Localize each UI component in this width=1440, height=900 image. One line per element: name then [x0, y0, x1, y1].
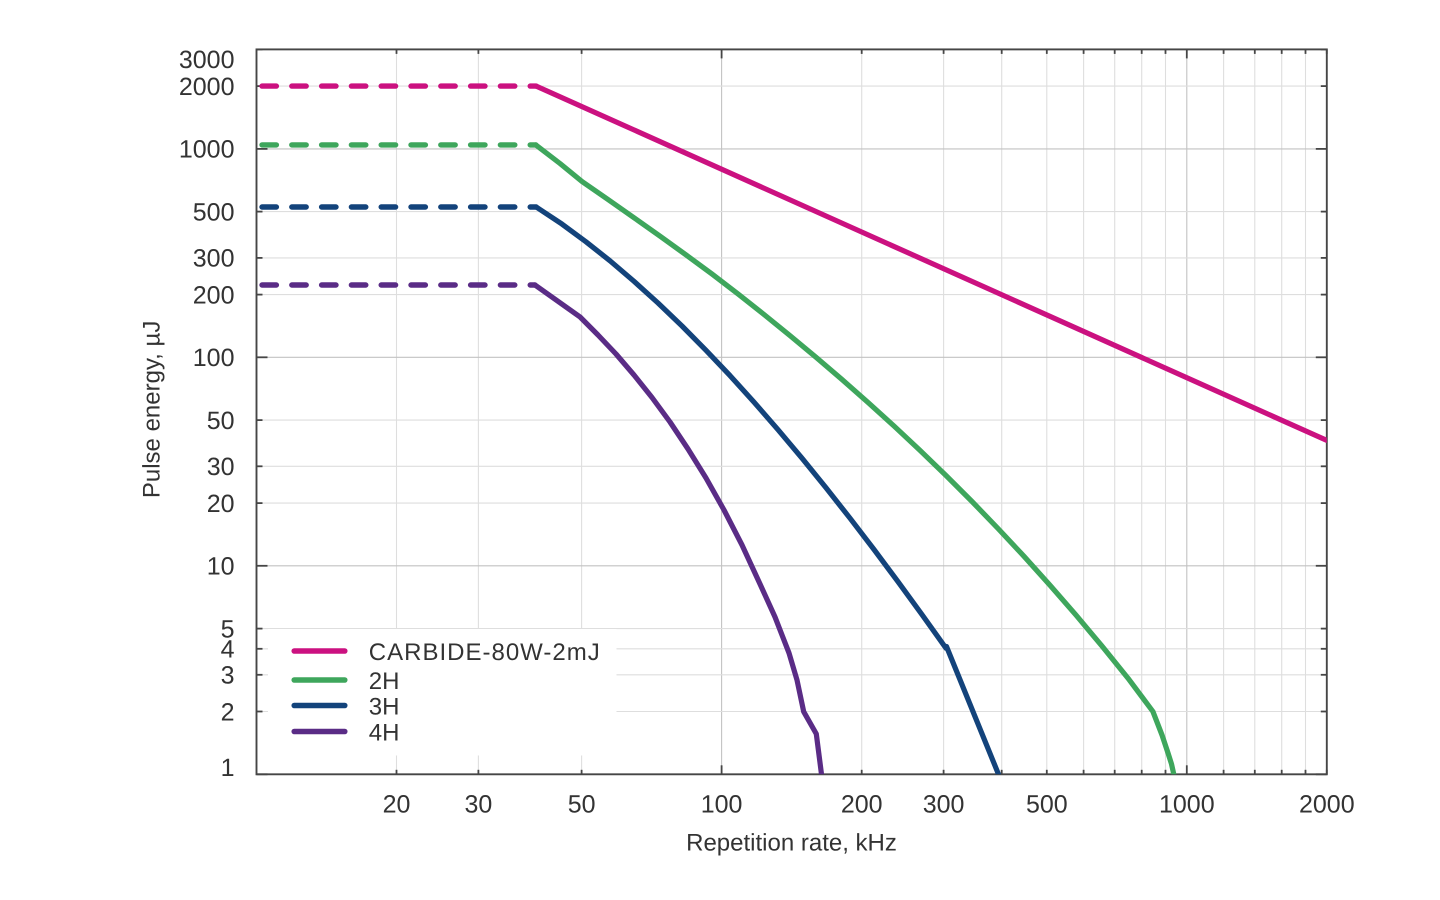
svg-text:CARBIDE-80W-2mJ: CARBIDE-80W-2mJ [369, 639, 601, 666]
svg-text:100: 100 [701, 791, 743, 819]
svg-text:1000: 1000 [179, 136, 235, 164]
svg-text:3000: 3000 [179, 46, 235, 74]
svg-text:2000: 2000 [179, 73, 235, 101]
svg-text:5: 5 [221, 615, 235, 643]
svg-text:20: 20 [207, 490, 235, 518]
svg-text:300: 300 [923, 791, 965, 819]
svg-text:4: 4 [221, 636, 235, 664]
svg-text:Pulse energy, µJ: Pulse energy, µJ [139, 321, 166, 498]
svg-text:50: 50 [568, 791, 596, 819]
svg-text:1: 1 [221, 754, 235, 782]
svg-text:30: 30 [207, 453, 235, 481]
svg-text:2H: 2H [369, 668, 400, 695]
svg-text:4H: 4H [369, 720, 400, 747]
svg-text:30: 30 [464, 791, 492, 819]
svg-text:200: 200 [841, 791, 883, 819]
svg-text:3: 3 [221, 662, 235, 690]
svg-text:500: 500 [1026, 791, 1068, 819]
svg-text:300: 300 [193, 245, 235, 273]
svg-text:3H: 3H [369, 694, 400, 721]
svg-text:10: 10 [207, 553, 235, 581]
svg-text:2000: 2000 [1299, 791, 1355, 819]
svg-text:200: 200 [193, 281, 235, 309]
svg-text:2: 2 [221, 698, 235, 726]
svg-text:100: 100 [193, 344, 235, 372]
svg-text:50: 50 [207, 407, 235, 435]
svg-text:1000: 1000 [1159, 791, 1215, 819]
svg-text:500: 500 [193, 198, 235, 226]
svg-text:20: 20 [383, 791, 411, 819]
svg-text:Repetition rate, kHz: Repetition rate, kHz [686, 830, 897, 857]
